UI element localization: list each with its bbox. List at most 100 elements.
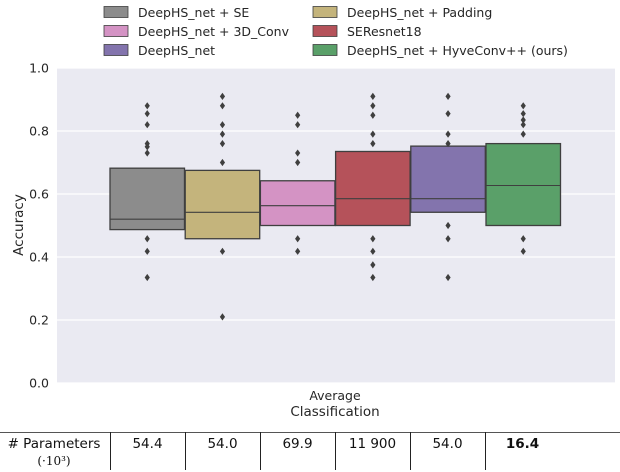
- outlier-point: [295, 235, 301, 243]
- legend-label: DeepHS_net + 3D_Conv: [138, 24, 290, 39]
- y-axis-label: Accuracy: [11, 194, 27, 256]
- y-tick-labels: 0.0 0.2 0.4 0.6 0.8 1.0: [29, 61, 49, 391]
- outlier-point: [219, 102, 226, 110]
- outlier-point: [219, 158, 226, 167]
- outlier-point: [370, 261, 376, 269]
- outlier-point: [219, 92, 226, 100]
- y-tick-label: 0.4: [29, 250, 49, 265]
- outlier-point: [520, 235, 526, 243]
- outlier-point: [445, 92, 451, 100]
- legend-swatch: [103, 44, 129, 56]
- outlier-point: [370, 111, 376, 119]
- legend-label: SEResnet18: [347, 24, 422, 39]
- table-divider: [185, 432, 186, 470]
- x-axis-label-line2: Classification: [290, 404, 379, 420]
- outlier-point: [144, 143, 150, 151]
- box-body: [259, 180, 336, 227]
- outlier-point: [445, 130, 451, 138]
- box-body: [485, 142, 562, 227]
- legend-label: DeepHS_net: [138, 43, 215, 58]
- box-5: [410, 92, 486, 282]
- y-tick-label: 0.6: [29, 187, 49, 202]
- outlier-point: [370, 273, 376, 282]
- outlier-point: [295, 111, 301, 119]
- parameters-row-label: # Parameters: [7, 436, 101, 452]
- y-tick-label: 0.0: [29, 376, 49, 391]
- outlier-point: [370, 130, 376, 138]
- table-divider: [260, 432, 261, 470]
- outlier-point: [445, 235, 451, 243]
- legend-item: DeepHS_net + Padding: [312, 5, 492, 20]
- y-tick-label: 0.2: [29, 313, 49, 328]
- box-1: [109, 102, 186, 282]
- parameters-table: # Parameters (·10³) 54.4 54.0 69.9 11 900 54…: [0, 432, 620, 472]
- outlier-point: [520, 102, 526, 110]
- table-divider: [110, 432, 111, 470]
- outlier-point: [370, 247, 376, 255]
- outlier-point: [219, 140, 226, 148]
- outlier-point: [445, 221, 451, 230]
- parameter-value: 54.4: [132, 436, 163, 452]
- outlier-point: [144, 235, 150, 243]
- outlier-point: [520, 130, 526, 138]
- legend-swatch: [103, 25, 129, 37]
- outlier-point: [219, 247, 226, 255]
- legend-label: DeepHS_net + Padding: [347, 5, 492, 20]
- outlier-point: [445, 110, 451, 118]
- outlier-point: [370, 235, 376, 243]
- legend-swatch: [312, 44, 338, 56]
- legend-item: DeepHS_net + 3D_Conv: [103, 24, 290, 39]
- legend: DeepHS_net + SE DeepHS_net + Padding DeepH…: [103, 5, 568, 58]
- outlier-point: [520, 116, 526, 124]
- parameter-value: 16.4: [505, 436, 540, 452]
- outlier-point: [144, 149, 150, 157]
- box-3: [259, 111, 336, 255]
- box-2: [184, 92, 261, 321]
- outlier-point: [219, 130, 226, 138]
- box-body: [410, 145, 486, 213]
- outlier-point: [295, 149, 301, 157]
- parameter-value: 54.0: [432, 436, 463, 452]
- box-4: [334, 92, 411, 282]
- outlier-point: [445, 273, 451, 282]
- legend-swatch: [312, 6, 338, 18]
- outlier-point: [219, 313, 226, 321]
- outlier-point: [520, 110, 526, 118]
- x-axis-label-line1: Average: [309, 388, 361, 403]
- box-body: [109, 167, 186, 231]
- legend-item: DeepHS_net + SE: [103, 5, 249, 20]
- parameter-value: 54.0: [207, 436, 238, 452]
- outlier-point: [370, 140, 376, 148]
- legend-item: DeepHS_net: [103, 43, 215, 58]
- legend-swatch: [312, 25, 338, 37]
- y-tick-label: 1.0: [29, 61, 49, 76]
- outlier-point: [144, 247, 150, 255]
- parameter-value: 69.9: [282, 436, 313, 452]
- boxes: [109, 92, 562, 321]
- outlier-point: [144, 102, 150, 110]
- outlier-point: [144, 110, 150, 118]
- box-6: [485, 102, 562, 255]
- table-top-rule: [0, 432, 620, 433]
- outlier-point: [520, 121, 526, 129]
- boxplot-chart: 0.00.20.40.60.81.0 DeepHS_net + SE DeepHS…: [11, 5, 615, 420]
- box-body: [184, 169, 261, 240]
- outlier-point: [370, 92, 376, 100]
- outlier-point: [144, 273, 150, 282]
- legend-item: DeepHS_net + HyveConv++ (ours): [312, 43, 568, 58]
- parameters-unit: (·10³): [37, 454, 71, 468]
- legend-label: DeepHS_net + HyveConv++ (ours): [347, 43, 568, 58]
- box-body: [334, 150, 411, 227]
- legend-swatch: [103, 6, 129, 18]
- outlier-point: [445, 140, 451, 148]
- legend-label: DeepHS_net + SE: [138, 5, 249, 20]
- table-divider: [335, 432, 336, 470]
- outlier-point: [295, 247, 301, 255]
- outlier-point: [219, 121, 226, 129]
- outlier-point: [370, 102, 376, 110]
- outlier-point: [295, 158, 301, 167]
- outlier-point: [144, 121, 150, 129]
- legend-item: SEResnet18: [312, 24, 422, 39]
- table-divider: [410, 432, 411, 470]
- parameter-value: 11 900: [348, 436, 397, 452]
